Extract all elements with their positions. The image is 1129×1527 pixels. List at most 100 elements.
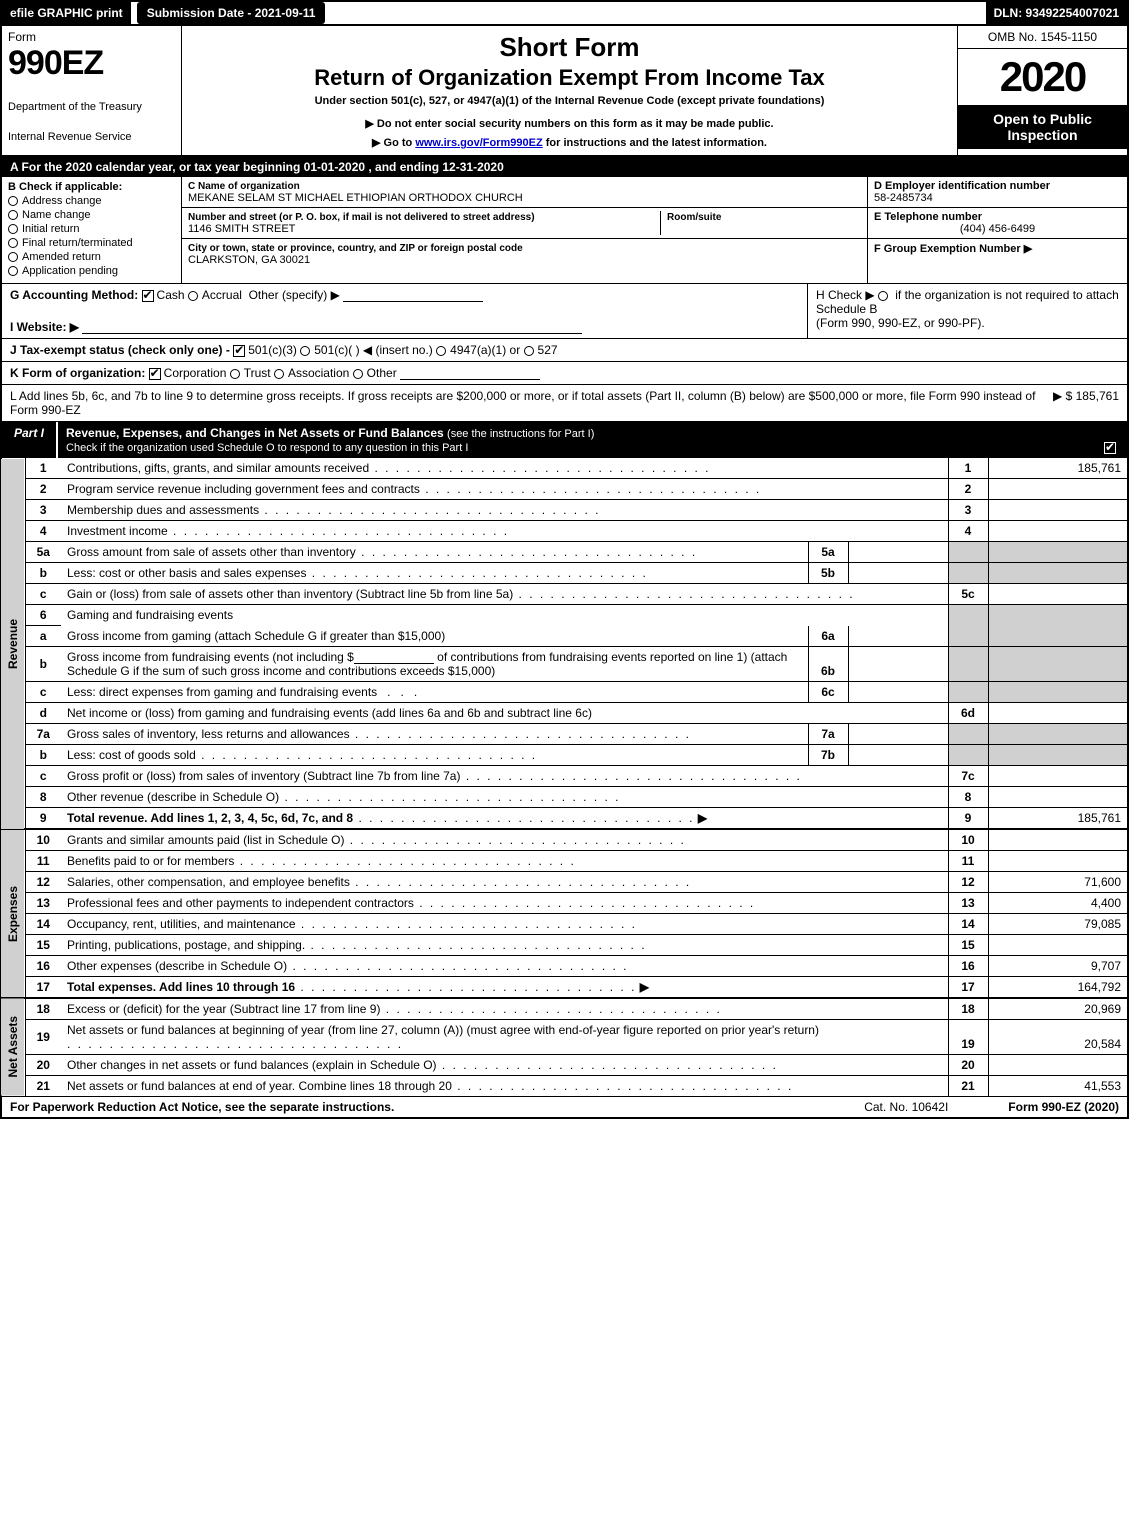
- l14-amt: 79,085: [988, 914, 1128, 935]
- j-527-radio[interactable]: [524, 346, 534, 356]
- part-i-schedule-o-checkbox[interactable]: [1104, 442, 1116, 454]
- check-amended-return[interactable]: Amended return: [8, 251, 175, 263]
- under-section-text: Under section 501(c), 527, or 4947(a)(1)…: [190, 95, 949, 107]
- l5c-num: c: [25, 584, 61, 605]
- l7a-ramt-grey: [988, 724, 1128, 745]
- j-501c3-checkbox[interactable]: [233, 345, 245, 357]
- l19-num: 19: [25, 1020, 61, 1055]
- l15-amt: [988, 935, 1128, 956]
- address-row: Number and street (or P. O. box, if mail…: [182, 208, 867, 239]
- website-line[interactable]: [82, 320, 582, 334]
- l14-rnum: 14: [948, 914, 988, 935]
- l5b-rnum-grey: [948, 563, 988, 584]
- l4-rnum: 4: [948, 521, 988, 542]
- efile-print-label[interactable]: efile GRAPHIC print: [2, 2, 131, 24]
- part-i-table: Revenue 1 Contributions, gifts, grants, …: [0, 458, 1129, 1097]
- other-specify-line[interactable]: [343, 288, 483, 302]
- line-21: 21 Net assets or fund balances at end of…: [1, 1076, 1128, 1097]
- l6c-desc: Less: direct expenses from gaming and fu…: [61, 682, 808, 703]
- l6b-sublab: 6b: [808, 647, 848, 682]
- check-name-change[interactable]: Name change: [8, 209, 175, 221]
- l17-num: 17: [25, 977, 61, 999]
- submission-date-pill: Submission Date - 2021-09-11: [137, 2, 326, 24]
- line-18: Net Assets 18 Excess or (deficit) for th…: [1, 998, 1128, 1020]
- line-20: 20 Other changes in net assets or fund b…: [1, 1055, 1128, 1076]
- section-b-checks: B Check if applicable: Address change Na…: [2, 177, 182, 283]
- h-radio[interactable]: [878, 291, 888, 301]
- check-final-return[interactable]: Final return/terminated: [8, 237, 175, 249]
- k-other-radio[interactable]: [353, 369, 363, 379]
- l3-rnum: 3: [948, 500, 988, 521]
- footer: For Paperwork Reduction Act Notice, see …: [0, 1097, 1129, 1119]
- l6b-rnum-grey: [948, 647, 988, 682]
- l6d-num: d: [25, 703, 61, 724]
- l8-desc: Other revenue (describe in Schedule O): [61, 787, 948, 808]
- l8-amt: [988, 787, 1128, 808]
- l-text: L Add lines 5b, 6c, and 7b to line 9 to …: [10, 389, 1043, 417]
- l16-amt: 9,707: [988, 956, 1128, 977]
- check-initial-return[interactable]: Initial return: [8, 223, 175, 235]
- l3-amt: [988, 500, 1128, 521]
- omb-number: OMB No. 1545-1150: [958, 26, 1127, 49]
- l13-num: 13: [25, 893, 61, 914]
- l7b-rnum-grey: [948, 745, 988, 766]
- arrow-icon: ▶: [640, 980, 649, 994]
- l11-amt: [988, 851, 1128, 872]
- part-i-sub: (see the instructions for Part I): [447, 428, 594, 440]
- l20-amt: [988, 1055, 1128, 1076]
- l5a-desc: Gross amount from sale of assets other t…: [61, 542, 808, 563]
- l5b-desc: Less: cost or other basis and sales expe…: [61, 563, 808, 584]
- l-amount: ▶ $ 185,761: [1043, 389, 1119, 417]
- l21-rnum: 21: [948, 1076, 988, 1097]
- l5c-rnum: 5c: [948, 584, 988, 605]
- l5c-desc: Gain or (loss) from sale of assets other…: [61, 584, 948, 605]
- line-11: 11 Benefits paid to or for members 11: [1, 851, 1128, 872]
- l17-amt: 164,792: [988, 977, 1128, 999]
- dln-label: DLN: 93492254007021: [986, 2, 1127, 24]
- l6b-ramt-grey: [988, 647, 1128, 682]
- check-application-pending[interactable]: Application pending: [8, 265, 175, 277]
- dept-irs: Internal Revenue Service: [8, 131, 175, 143]
- l5b-subamt: [848, 563, 948, 584]
- g-label: G Accounting Method:: [10, 288, 138, 302]
- city-label: City or town, state or province, country…: [188, 243, 523, 254]
- l17-desc: Total expenses. Add lines 10 through 16 …: [61, 977, 948, 999]
- k-other-line[interactable]: [400, 366, 540, 380]
- j-opt3: 4947(a)(1) or: [450, 343, 520, 357]
- net-assets-side-label: Net Assets: [1, 998, 25, 1097]
- l9-rnum: 9: [948, 808, 988, 830]
- l7c-amt: [988, 766, 1128, 787]
- b-label: B Check if applicable:: [8, 181, 175, 193]
- city-state-zip: CLARKSTON, GA 30021: [188, 254, 310, 266]
- l6b-amount-line[interactable]: [354, 650, 434, 664]
- part-i-header: Part I Revenue, Expenses, and Changes in…: [0, 422, 1129, 458]
- short-form-title: Short Form: [190, 32, 949, 63]
- l2-rnum: 2: [948, 479, 988, 500]
- line-6d: d Net income or (loss) from gaming and f…: [1, 703, 1128, 724]
- line-9: 9 Total revenue. Add lines 1, 2, 3, 4, 5…: [1, 808, 1128, 830]
- line-6a: a Gross income from gaming (attach Sched…: [1, 626, 1128, 647]
- l5a-ramt-grey: [988, 542, 1128, 563]
- tax-period-row: A For the 2020 calendar year, or tax yea…: [0, 157, 1129, 177]
- k-trust-radio[interactable]: [230, 369, 240, 379]
- l5a-subamt: [848, 542, 948, 563]
- l7a-subamt: [848, 724, 948, 745]
- accrual-radio[interactable]: [188, 291, 198, 301]
- l6c-subamt: [848, 682, 948, 703]
- entity-right: D Employer identification number 58-2485…: [867, 177, 1127, 283]
- j-4947-radio[interactable]: [436, 346, 446, 356]
- check-address-change[interactable]: Address change: [8, 195, 175, 207]
- revenue-side-label: Revenue: [1, 458, 25, 829]
- k-corp: Corporation: [164, 366, 227, 380]
- cash-checkbox[interactable]: [142, 290, 154, 302]
- k-assoc-radio[interactable]: [274, 369, 284, 379]
- k-corp-checkbox[interactable]: [149, 368, 161, 380]
- l6d-rnum: 6d: [948, 703, 988, 724]
- top-bar: efile GRAPHIC print Submission Date - 20…: [0, 0, 1129, 24]
- l15-num: 15: [25, 935, 61, 956]
- arrow-icon: ▶: [698, 811, 707, 825]
- line-17: 17 Total expenses. Add lines 10 through …: [1, 977, 1128, 999]
- goto-link[interactable]: www.irs.gov/Form990EZ: [415, 137, 542, 149]
- j-501c-radio[interactable]: [300, 346, 310, 356]
- l13-desc: Professional fees and other payments to …: [61, 893, 948, 914]
